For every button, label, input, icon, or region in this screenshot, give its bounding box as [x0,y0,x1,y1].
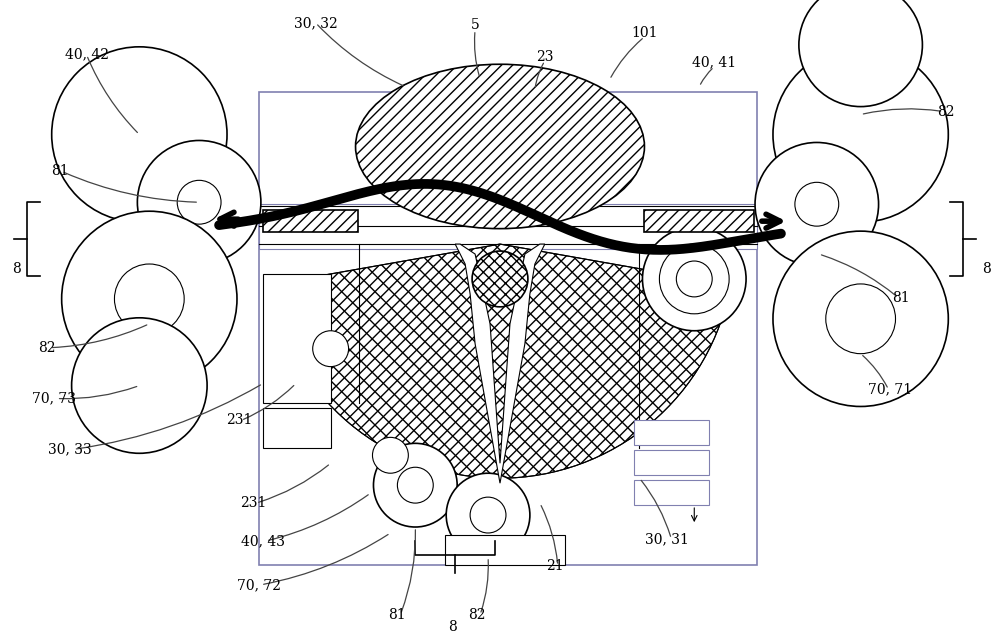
Text: 231: 231 [226,413,252,427]
Circle shape [642,227,746,331]
Circle shape [373,443,457,527]
Circle shape [397,467,433,503]
Circle shape [446,473,530,557]
Circle shape [313,331,349,366]
Text: 81: 81 [389,608,406,622]
Text: 40, 43: 40, 43 [241,534,285,548]
Bar [259,204,757,249]
Text: 70, 71: 70, 71 [868,382,913,396]
Bar [263,274,331,403]
Text: 30, 33: 30, 33 [48,443,91,457]
Text: 40, 41: 40, 41 [692,56,736,70]
Circle shape [472,251,528,307]
Text: 8: 8 [12,262,21,276]
Bar [445,535,565,565]
Bar [634,450,709,475]
Text: 81: 81 [892,291,909,305]
Circle shape [799,0,922,107]
Text: 21: 21 [546,559,564,573]
Text: 5: 5 [471,18,479,32]
Bar [644,210,754,232]
Text: 8: 8 [982,262,991,276]
Text: 82: 82 [938,105,955,119]
Bar [259,91,757,565]
Circle shape [114,264,184,334]
Circle shape [177,180,221,224]
Circle shape [52,47,227,222]
Text: 82: 82 [38,341,55,355]
Circle shape [676,261,712,297]
Ellipse shape [356,64,644,229]
Circle shape [62,211,237,387]
Text: 23: 23 [536,50,554,64]
Bar [263,408,331,448]
Circle shape [826,284,896,354]
Wedge shape [269,244,731,478]
Polygon shape [455,244,545,483]
Circle shape [755,142,879,266]
Circle shape [470,497,506,533]
Text: 30, 31: 30, 31 [645,532,689,546]
Circle shape [72,318,207,453]
Bar [634,480,709,505]
Circle shape [659,244,729,314]
Text: 231: 231 [240,496,266,510]
Text: 30, 32: 30, 32 [294,16,338,30]
Text: 70, 73: 70, 73 [32,392,76,406]
Text: 101: 101 [631,26,658,40]
Circle shape [795,182,839,226]
Bar [263,210,358,232]
Circle shape [773,231,948,406]
Bar [634,420,709,445]
Text: 70, 72: 70, 72 [237,578,281,592]
Circle shape [372,438,408,473]
Text: 8: 8 [448,620,457,634]
Text: 40, 42: 40, 42 [65,48,109,62]
Text: 81: 81 [51,164,68,178]
Circle shape [137,140,261,264]
Circle shape [773,47,948,222]
Text: 82: 82 [468,608,486,622]
